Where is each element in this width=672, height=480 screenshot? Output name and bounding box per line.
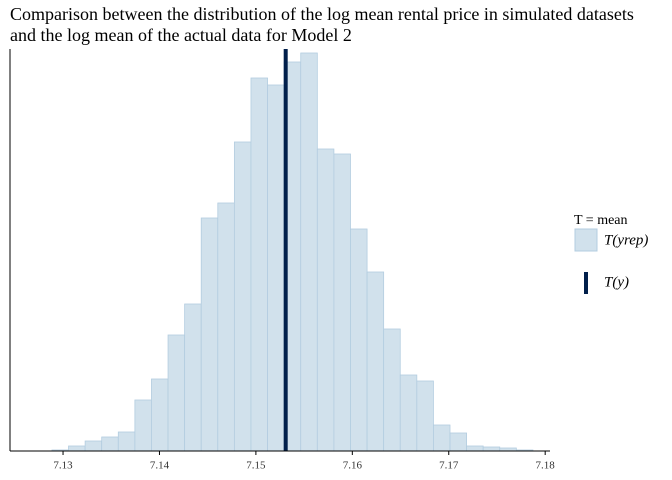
bar	[200, 217, 219, 452]
bar	[300, 52, 318, 452]
bar	[449, 432, 467, 452]
x-tick-label: 7.13	[53, 460, 73, 472]
bar	[84, 440, 103, 452]
x-tick-label: 7.17	[439, 460, 459, 472]
bar	[316, 148, 335, 452]
legend-title: T = mean	[574, 213, 628, 228]
x-tick-label: 7.15	[246, 460, 266, 472]
legend-label: T(yrep)	[604, 232, 648, 248]
bar	[134, 399, 152, 452]
x-tick-label: 7.14	[150, 460, 170, 472]
bar	[433, 424, 451, 452]
bar	[101, 436, 119, 452]
chart-title: Comparison between the distribution of t…	[10, 4, 634, 45]
bar	[466, 445, 484, 452]
bar	[383, 328, 401, 452]
bar	[250, 77, 268, 452]
bar	[217, 202, 235, 452]
legend-swatch	[574, 228, 598, 252]
x-tick-label: 7.16	[343, 460, 363, 472]
bar	[482, 446, 501, 452]
bar	[117, 431, 136, 452]
bar	[167, 334, 186, 452]
bar	[399, 374, 418, 452]
bar	[366, 271, 385, 452]
bar	[151, 378, 169, 452]
bar	[184, 303, 202, 452]
bar	[416, 380, 434, 452]
bar	[267, 84, 285, 452]
bar	[233, 141, 252, 452]
bar	[68, 445, 86, 452]
bar	[350, 228, 368, 452]
x-tick-label: 7.18	[536, 460, 556, 472]
legend-label: T(y)	[604, 274, 629, 290]
bar	[333, 153, 351, 452]
